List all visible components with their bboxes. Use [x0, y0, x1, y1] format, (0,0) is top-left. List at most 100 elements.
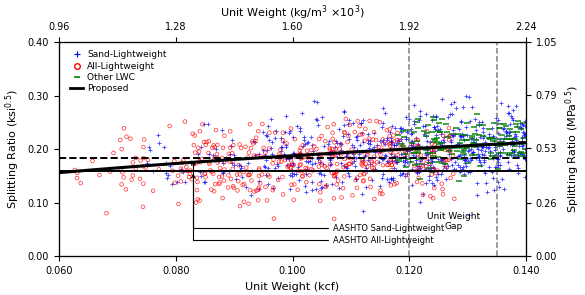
Point	[398, 128, 408, 133]
Point	[415, 145, 424, 149]
Point	[269, 157, 278, 162]
Point	[341, 164, 350, 169]
Point	[149, 189, 158, 193]
Point	[277, 144, 286, 149]
Point	[372, 143, 381, 148]
Point	[509, 153, 518, 158]
Point	[312, 99, 321, 104]
Point	[384, 180, 393, 184]
Point	[367, 160, 376, 165]
Point	[433, 168, 442, 173]
Point	[380, 142, 390, 147]
Point	[267, 140, 276, 145]
Point	[288, 135, 298, 140]
Point	[416, 161, 425, 166]
Point	[383, 137, 392, 142]
Point	[254, 187, 264, 191]
Point	[278, 155, 287, 160]
Point	[177, 166, 186, 171]
Point	[387, 136, 396, 140]
Point	[271, 129, 281, 134]
Point	[331, 172, 340, 177]
Point	[393, 160, 402, 165]
Point	[262, 198, 271, 203]
Point	[505, 121, 514, 126]
Point	[453, 132, 463, 137]
Point	[521, 132, 530, 136]
Point	[362, 185, 371, 189]
Point	[457, 132, 467, 136]
Point	[315, 182, 324, 186]
Point	[276, 144, 285, 149]
Point	[207, 169, 216, 174]
Point	[225, 169, 234, 173]
Point	[439, 133, 448, 138]
Point	[476, 134, 485, 139]
Point	[250, 139, 260, 144]
Point	[206, 168, 215, 173]
Point	[321, 139, 330, 143]
Point	[264, 146, 274, 151]
Point	[441, 165, 450, 170]
Point	[518, 143, 528, 148]
Point	[486, 151, 495, 156]
Point	[495, 153, 504, 158]
Point	[234, 163, 243, 168]
Point	[270, 136, 280, 141]
Point	[412, 143, 421, 148]
Point	[431, 145, 441, 150]
Point	[462, 132, 472, 137]
Point	[469, 150, 478, 155]
Point	[507, 139, 517, 144]
Point	[498, 147, 507, 152]
Point	[229, 153, 239, 158]
Point	[350, 145, 359, 150]
Point	[388, 123, 397, 128]
Point	[185, 171, 195, 176]
Point	[443, 148, 452, 153]
Point	[285, 129, 294, 134]
Text: Unit Weight
Gap: Unit Weight Gap	[426, 212, 480, 231]
Point	[337, 195, 346, 200]
Point	[490, 121, 499, 126]
Point	[431, 175, 441, 180]
Point	[317, 134, 326, 138]
Text: AASHTO All-Lightweight: AASHTO All-Lightweight	[191, 175, 434, 245]
Point	[387, 168, 396, 173]
Point	[507, 148, 517, 153]
Point	[415, 176, 424, 181]
Point	[243, 155, 253, 160]
Point	[317, 162, 326, 167]
Point	[429, 149, 439, 154]
Point	[274, 152, 284, 157]
Point	[302, 166, 312, 171]
Point	[490, 165, 500, 169]
Point	[401, 174, 410, 178]
Point	[376, 191, 385, 196]
Point	[455, 141, 464, 145]
Point	[378, 156, 388, 161]
Point	[242, 165, 251, 170]
Point	[365, 119, 374, 123]
Point	[484, 127, 493, 131]
Point	[509, 149, 518, 153]
Point	[474, 158, 483, 162]
Point	[495, 150, 504, 154]
Point	[233, 179, 243, 183]
Point	[290, 182, 299, 187]
Point	[407, 183, 417, 188]
Point	[210, 145, 219, 149]
Point	[329, 217, 339, 221]
Point	[498, 138, 507, 143]
Point	[484, 135, 494, 140]
Point	[459, 133, 469, 138]
Point	[294, 178, 304, 183]
Point	[520, 118, 529, 123]
Point	[403, 173, 412, 177]
Point	[421, 167, 430, 172]
Point	[254, 166, 264, 171]
Point	[372, 160, 381, 165]
Point	[356, 121, 365, 125]
Point	[322, 183, 331, 188]
Point	[325, 162, 335, 167]
